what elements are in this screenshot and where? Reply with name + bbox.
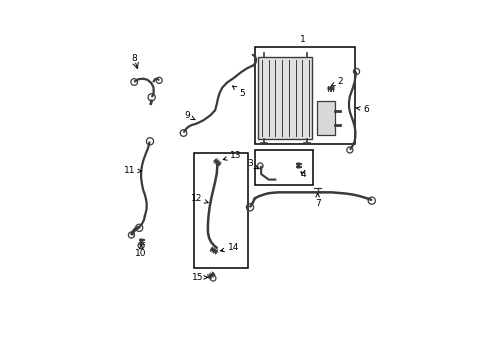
Text: 13: 13: [223, 151, 242, 160]
Text: 14: 14: [220, 243, 239, 252]
Text: 6: 6: [356, 105, 368, 114]
Text: 10: 10: [135, 245, 146, 258]
Bar: [193, 153, 247, 268]
Bar: [254, 48, 354, 144]
Text: 5: 5: [232, 86, 244, 98]
Text: 2: 2: [331, 77, 342, 86]
Text: 7: 7: [314, 193, 320, 208]
Text: 11: 11: [124, 166, 142, 175]
Text: 4: 4: [300, 170, 305, 179]
Text: 3: 3: [246, 159, 258, 169]
Text: 15: 15: [192, 273, 207, 282]
Bar: [254, 150, 312, 185]
Text: 12: 12: [190, 194, 208, 203]
Text: 8: 8: [132, 54, 137, 63]
Bar: [317, 102, 334, 135]
Text: 9: 9: [183, 111, 195, 120]
Text: 1: 1: [300, 35, 305, 44]
Bar: [258, 57, 312, 139]
